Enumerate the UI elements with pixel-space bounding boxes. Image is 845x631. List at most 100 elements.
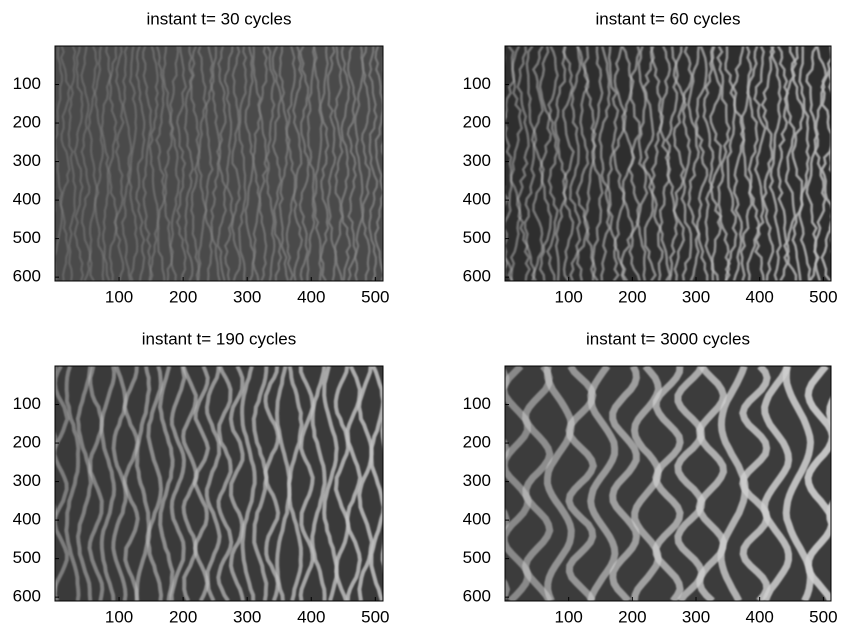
image-stripe	[575, 46, 590, 281]
image-stripe	[357, 366, 374, 601]
image-stripe	[169, 46, 181, 281]
image-stripe	[99, 366, 117, 601]
image	[55, 366, 383, 601]
image-stripe	[298, 46, 310, 281]
image-stripe	[724, 46, 738, 281]
image-stripe	[505, 366, 532, 601]
image-stripe	[107, 46, 119, 281]
image-stripe	[87, 366, 105, 601]
y-tick-label: 600	[463, 587, 491, 606]
x-tick-label: 200	[169, 287, 197, 306]
image-stripe	[319, 46, 330, 281]
image-stripe	[75, 366, 93, 601]
y-tick-label: 400	[13, 190, 41, 209]
image-stripe	[258, 46, 269, 281]
x-tick-label: 300	[233, 287, 261, 306]
image-stripe	[652, 366, 684, 601]
y-tick-label: 500	[463, 548, 491, 567]
image-stripe	[228, 366, 246, 601]
y-tick-label: 500	[13, 228, 41, 247]
x-tick-label: 400	[297, 607, 325, 626]
x-tick-label: 400	[746, 287, 774, 306]
y-tick-label: 500	[463, 228, 491, 247]
image-stripe	[664, 46, 679, 281]
x-tick-label: 300	[682, 287, 710, 306]
image-stripe	[192, 366, 211, 601]
image-stripe	[271, 46, 283, 281]
image-stripe	[561, 46, 575, 281]
image-stripe	[285, 46, 297, 281]
image	[505, 366, 831, 601]
image-stripe	[189, 46, 201, 281]
image-stripe	[251, 46, 262, 281]
image-stripe	[760, 366, 793, 601]
image-stripe	[216, 366, 234, 601]
y-tick-label: 400	[463, 510, 491, 529]
y-tick-label: 200	[13, 113, 41, 132]
x-tick-label: 400	[746, 607, 774, 626]
image	[505, 46, 831, 281]
panel: instant t= 60 cycles 100 200 300 400 500 100 20…	[463, 9, 838, 306]
panel-title: instant t= 190 cycles	[142, 329, 297, 348]
axes-frame	[504, 45, 832, 282]
image-stripe	[155, 46, 166, 281]
y-tick-label: 400	[13, 510, 41, 529]
y-tick-label: 200	[463, 113, 491, 132]
x-tick-label: 500	[361, 287, 389, 306]
image-stripe	[516, 46, 531, 281]
image-stripe	[627, 46, 642, 281]
image-stripe	[828, 67, 831, 253]
image-stripe	[687, 46, 701, 281]
x-tick-label: 100	[554, 607, 582, 626]
image-stripe	[649, 46, 665, 281]
image	[55, 46, 383, 281]
x-tick-label: 500	[361, 607, 389, 626]
y-tick-label: 600	[13, 587, 41, 606]
x-tick-label: 500	[809, 607, 837, 626]
image-stripe	[333, 366, 351, 601]
y-tick-label: 600	[463, 267, 491, 286]
image-stripe	[55, 98, 56, 214]
x-tick-label: 300	[233, 607, 261, 626]
image-stripe	[790, 46, 805, 281]
image-stripe	[783, 46, 798, 281]
image-stripe	[820, 46, 831, 281]
image-stripe	[568, 46, 582, 281]
image-stripe	[204, 366, 222, 601]
image-texture	[55, 366, 383, 601]
panel: instant t= 3000 cycles 100 200 300 400 500 100…	[463, 329, 838, 626]
image-stripe	[240, 366, 257, 601]
axes-frame	[504, 365, 832, 602]
image-stripe	[230, 46, 242, 281]
image-stripe	[380, 415, 383, 573]
image-stripe	[128, 46, 139, 281]
image-stripe	[135, 46, 146, 281]
image-stripe	[374, 46, 383, 281]
image-stripe	[509, 46, 523, 281]
image-stripe	[523, 46, 538, 281]
panel-title: instant t= 30 cycles	[146, 9, 291, 28]
y-tick-label: 300	[13, 471, 41, 490]
y-tick-label: 100	[13, 394, 41, 413]
image-stripe	[368, 46, 379, 281]
axes-frame	[54, 365, 384, 602]
image-stripe	[93, 46, 105, 281]
image-stripe	[346, 46, 358, 281]
image-stripe	[716, 46, 732, 281]
axes-frame	[54, 45, 384, 282]
x-tick-label: 100	[105, 607, 133, 626]
image-stripe	[546, 46, 559, 281]
panel: instant t= 190 cycles 100 200 300 400 500 100 2…	[13, 329, 390, 626]
image-stripe	[505, 46, 516, 281]
image-stripe	[353, 46, 365, 281]
image-stripe	[798, 46, 812, 281]
image-stripe	[223, 46, 235, 281]
image-stripe	[114, 46, 125, 281]
x-tick-label: 100	[105, 287, 133, 306]
image-stripe	[768, 46, 782, 281]
image-stripe	[333, 46, 344, 281]
image-texture	[505, 46, 831, 281]
image-stripe	[169, 366, 187, 601]
image-stripe	[100, 46, 112, 281]
